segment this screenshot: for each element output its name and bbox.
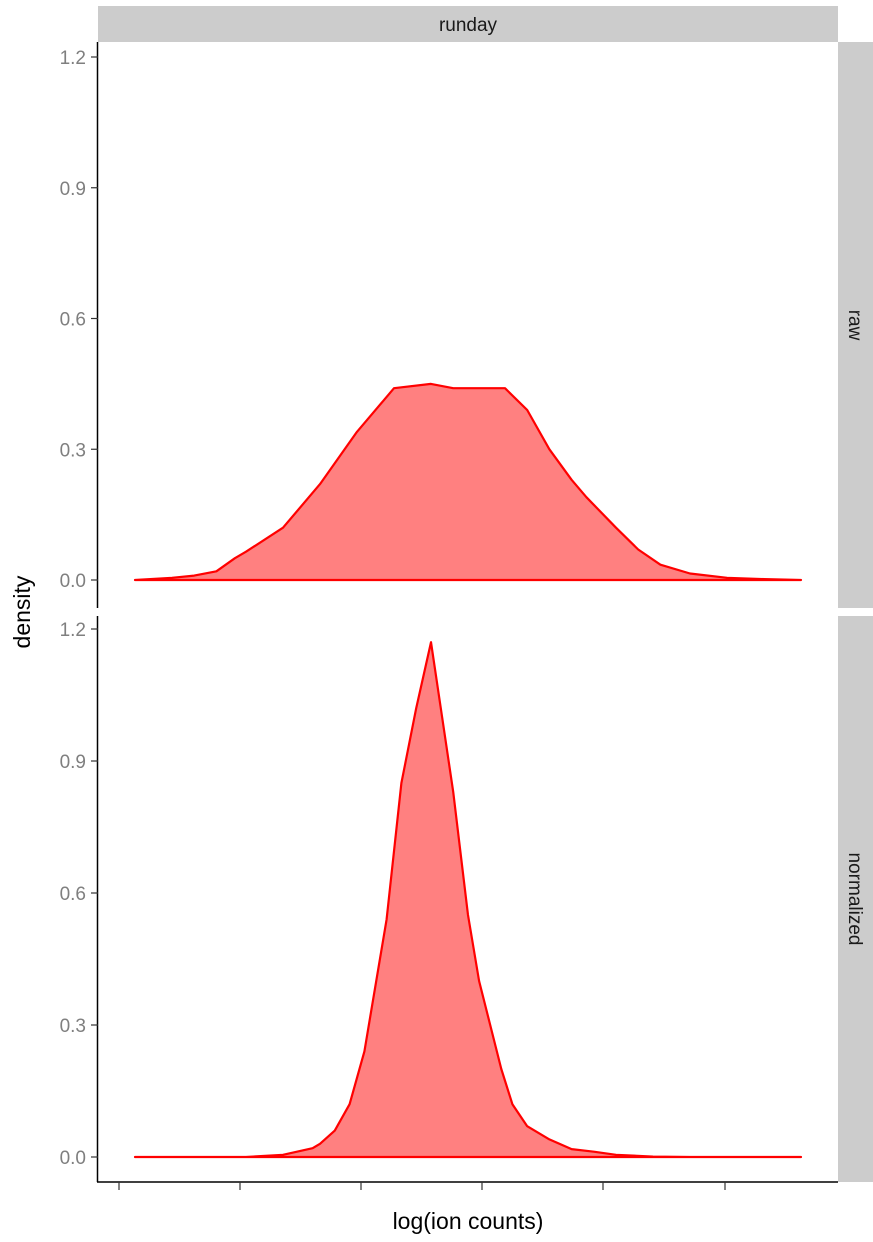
y-tick-label-raw-4: 1.2	[60, 48, 86, 69]
y-tick-label-raw-0: 0.0	[60, 571, 86, 592]
row-strip-normalized-label: normalized	[844, 853, 865, 946]
y-axis-title: density	[9, 575, 35, 648]
density-line-raw	[133, 382, 803, 582]
y-tick-label-raw-3: 0.9	[60, 179, 86, 200]
column-strip-label: runday	[439, 15, 498, 36]
y-tick-label-normalized-4: 1.2	[60, 620, 86, 641]
row-strip-normalized	[838, 616, 873, 1182]
y-tick-label-raw-2: 0.6	[60, 310, 86, 331]
density-area-normalized	[135, 642, 801, 1157]
panel-normalized: 0.0 0.3 0.6 0.9 1.2	[60, 616, 803, 1182]
y-tick-label-normalized-3: 0.9	[60, 752, 86, 773]
column-strip	[98, 6, 838, 42]
x-axis-ticks	[118, 1182, 726, 1190]
y-tick-label-normalized-2: 0.6	[60, 884, 86, 905]
density-area-raw	[135, 383, 801, 580]
row-strip-raw-label: raw	[844, 310, 865, 341]
density-line-normalized	[133, 641, 803, 1159]
y-tick-label-normalized-1: 0.3	[60, 1016, 86, 1037]
row-strip-raw	[838, 42, 873, 608]
x-axis-title: log(ion counts)	[393, 1208, 544, 1234]
panel-raw: 0.0 0.3 0.6 0.9 1.2	[60, 42, 803, 608]
plot-panels: 0.0 0.3 0.6 0.9 1.2 0.0 0.3 0.6 0.9 1.2	[60, 42, 803, 1182]
y-tick-label-normalized-0: 0.0	[60, 1148, 86, 1169]
y-tick-label-raw-1: 0.3	[60, 440, 86, 461]
